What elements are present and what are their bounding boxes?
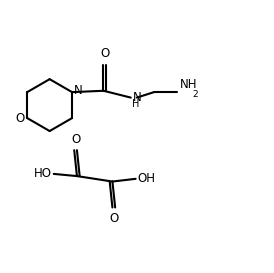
Text: O: O: [71, 133, 80, 146]
Text: O: O: [16, 112, 25, 125]
Text: O: O: [109, 212, 118, 225]
Text: N: N: [132, 91, 141, 104]
Text: 2: 2: [192, 90, 198, 99]
Text: NH: NH: [180, 78, 198, 91]
Text: N: N: [74, 84, 83, 97]
Text: HO: HO: [34, 167, 52, 180]
Text: O: O: [100, 47, 110, 60]
Text: OH: OH: [137, 172, 155, 185]
Text: H: H: [132, 99, 140, 109]
